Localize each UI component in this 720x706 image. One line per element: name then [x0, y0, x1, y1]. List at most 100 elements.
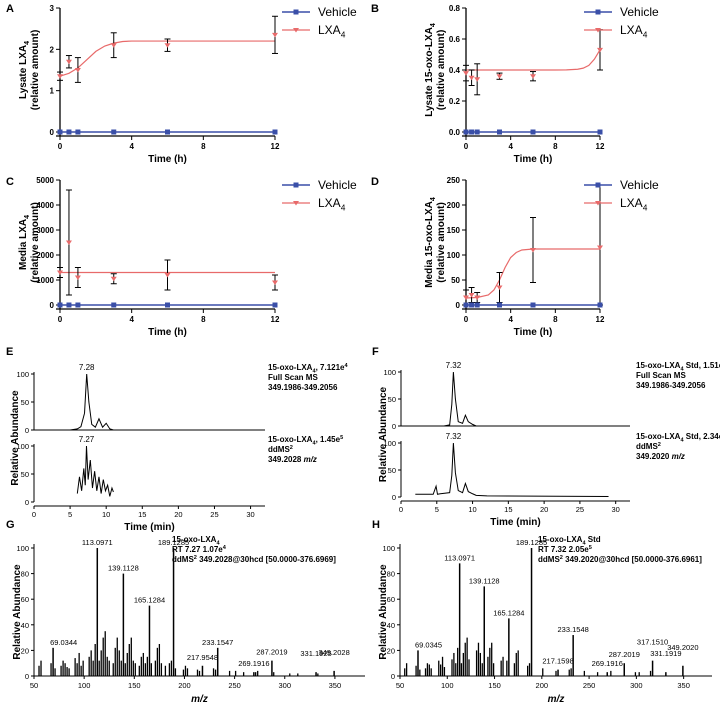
- y-tick-label: 2: [50, 45, 55, 54]
- vehicle-point: [474, 302, 480, 308]
- vehicle-point: [75, 129, 81, 135]
- spectrum-annotation: RT 7.32 2.05e5​: [538, 545, 592, 554]
- text-span: 5: [589, 545, 592, 551]
- x-tick-label: 0: [32, 510, 36, 519]
- peak-mz-label: 189.1285: [516, 538, 547, 547]
- text-span: LXA: [424, 201, 435, 221]
- vehicle-point: [469, 129, 475, 135]
- y-tick-label: 0.0: [449, 128, 461, 137]
- x-tick-label: 10: [102, 510, 110, 519]
- y-axis-label-line1: Lysate 15-oxo-LXA4​: [424, 23, 437, 117]
- trace-annotation: Full Scan MS: [268, 373, 318, 382]
- x-axis-label: m/z: [548, 694, 565, 705]
- x-tick-label: 12: [271, 315, 280, 324]
- peak-mz-label: 217.1598: [542, 657, 573, 666]
- x-tick-label: 250: [583, 681, 596, 690]
- legend-vehicle-marker: [595, 182, 601, 188]
- x-tick-label: 0: [464, 315, 469, 324]
- lxa4-fit-line: [465, 248, 600, 299]
- trace-annotation: 349.2028 m/z: [268, 455, 317, 464]
- y-axis-label-line1: Media 15-oxo-LXA4​: [424, 197, 437, 288]
- y-tick-label: 5000: [36, 176, 54, 185]
- x-tick-label: 4: [508, 142, 513, 151]
- peak-mz-label: 269.1916: [592, 659, 623, 668]
- y-axis-label-line2: (relative amount): [30, 30, 41, 111]
- lxa4-point: [463, 71, 469, 76]
- text-span: m/z: [304, 455, 317, 464]
- text-span: Lysate 15-oxo-: [424, 47, 435, 117]
- y-tick-label: 80: [387, 570, 395, 579]
- peak-mz-label: 165.1284: [134, 596, 165, 605]
- text-span: 2: [560, 555, 563, 561]
- text-span: .45e: [324, 435, 340, 444]
- text-span: 349.2028: [268, 455, 304, 464]
- x-tick-label: 8: [201, 315, 206, 324]
- text-span: .05e: [573, 545, 589, 554]
- lxa4-point: [468, 293, 475, 298]
- chromatogram-trace: [415, 442, 609, 497]
- chromatogram-trace: [401, 371, 630, 427]
- x-tick-label: 8: [553, 142, 558, 151]
- y-tick-label: 200: [447, 201, 461, 210]
- y-tick-label: 0.4: [449, 66, 461, 75]
- lxa4-point: [474, 77, 481, 82]
- y-axis-label: Relative Abundance: [12, 564, 23, 660]
- y-tick-label: 2000: [36, 251, 54, 260]
- text-span: LXA: [296, 363, 312, 372]
- y-tick-label: 150: [447, 226, 461, 235]
- legend-vehicle-label: Vehicle: [620, 5, 659, 19]
- x-tick-label: 0: [58, 315, 63, 324]
- y-tick-label: 40: [387, 621, 395, 630]
- peak-mz-label: 139.1128: [108, 564, 139, 573]
- text-span: Media: [18, 239, 29, 270]
- y-axis-label: Media 15-oxo-LXA4​(relative amount): [424, 197, 447, 288]
- y-tick-label: 3000: [36, 226, 54, 235]
- text-span: Std, 2: [684, 432, 709, 441]
- lxa4-point: [74, 275, 81, 280]
- trace-annotation: ddMS2​: [268, 445, 293, 454]
- lxa4-point: [65, 240, 72, 245]
- y-tick-label: 0: [392, 493, 396, 502]
- vehicle-point: [469, 302, 475, 308]
- text-span: 4: [24, 215, 31, 219]
- text-span: 349.2020: [636, 452, 672, 461]
- y-tick-label: 100: [447, 251, 461, 260]
- text-span: LXA: [18, 219, 29, 239]
- y-axis-label-line1: Media LXA4​: [18, 215, 31, 270]
- x-tick-label: 4: [508, 315, 513, 324]
- y-tick-label: 0: [50, 128, 55, 137]
- y-tick-label: 0: [50, 301, 55, 310]
- peak-label: 7.32: [446, 361, 462, 370]
- peak-label: 7.32: [446, 432, 462, 441]
- x-tick-label: 5: [68, 510, 72, 519]
- lxa4-point: [468, 75, 475, 81]
- legend-vehicle-label: Vehicle: [318, 178, 357, 192]
- x-tick-label: 0: [58, 142, 63, 151]
- lxa4-point: [597, 47, 603, 53]
- y-tick-label: 100: [383, 439, 396, 448]
- text-span: Full Scan MS: [636, 371, 686, 380]
- peak-mz-label: 165.1284: [493, 608, 524, 617]
- trace-annotation: 15-oxo-LXA4​, 1.45e5​: [268, 435, 343, 447]
- x-tick-label: 12: [271, 142, 280, 151]
- lxa4-point: [496, 74, 503, 79]
- y-tick-label: 50: [388, 466, 396, 475]
- text-span: 2: [658, 442, 661, 448]
- peak-mz-label: 69.0345: [415, 640, 442, 649]
- panel-letter: H: [372, 519, 380, 531]
- legend-lxa4-marker: [595, 201, 601, 206]
- text-span: ddMS: [172, 555, 194, 564]
- text-span: 4: [430, 197, 437, 201]
- lxa4-point: [530, 248, 536, 253]
- y-tick-label: 100: [383, 368, 396, 377]
- legend-lxa4-marker: [293, 201, 299, 206]
- y-tick-label: 0: [25, 498, 29, 507]
- text-span: LXA: [566, 535, 582, 544]
- vehicle-point: [165, 302, 170, 308]
- peak-mz-label: 217.9548: [187, 653, 218, 662]
- y-tick-label: 0.8: [449, 4, 461, 13]
- y-axis-label-line2: (relative amount): [30, 202, 41, 283]
- legend-vehicle-marker: [293, 182, 299, 188]
- text-span: ddMS: [538, 555, 560, 564]
